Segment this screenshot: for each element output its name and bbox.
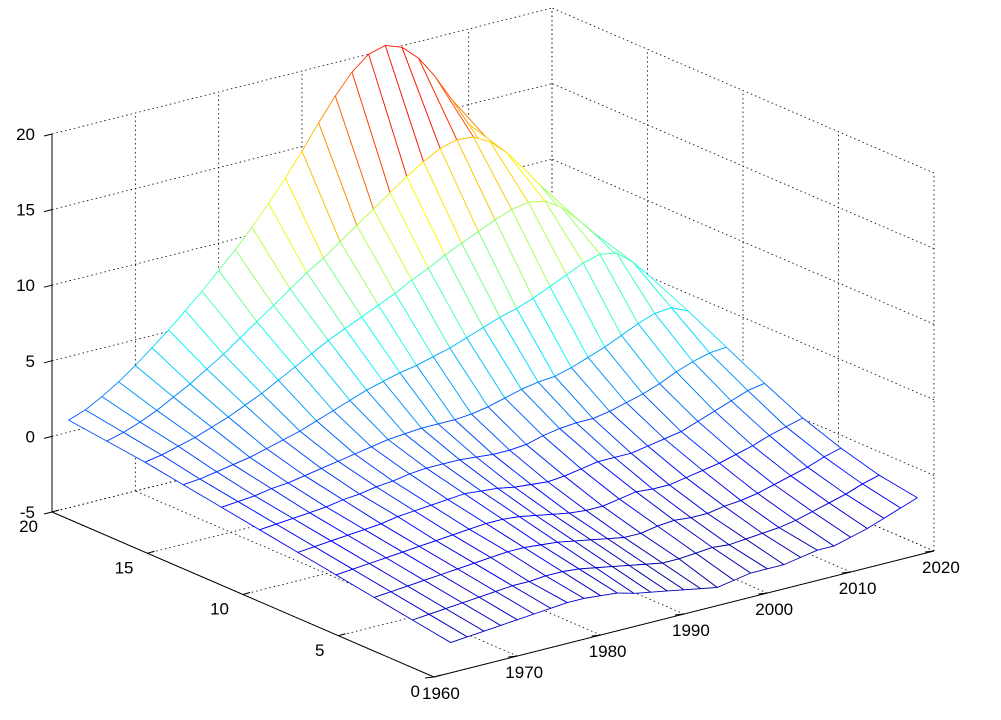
x-tick-label: 2000: [755, 600, 793, 619]
axes: [43, 133, 935, 679]
grid-line: [551, 158, 935, 325]
x-tick-label: 2020: [922, 558, 960, 577]
z-tick-label: 20: [16, 125, 35, 144]
grid-line: [551, 83, 935, 249]
x-tick-mark: [674, 613, 685, 616]
y-tick-label: 5: [315, 641, 324, 660]
surface-mesh: [68, 45, 918, 644]
z-tick-label: -5: [20, 503, 35, 522]
y-tick-label: 10: [210, 600, 229, 619]
y-tick-label: 15: [115, 558, 134, 577]
x-tick-mark: [424, 676, 435, 679]
x-tick-mark: [841, 571, 851, 574]
x-tick-mark: [591, 634, 601, 637]
z-tick-mark: [43, 209, 53, 213]
x-tick-mark: [758, 592, 768, 595]
tick-labels: 196019701980199020002010202005101520-505…: [16, 125, 960, 703]
y-tick-mark: [147, 550, 155, 554]
y-tick-mark: [242, 592, 251, 595]
z-tick-label: 0: [26, 427, 35, 446]
z-tick-label: 10: [16, 276, 35, 295]
x-tick-label: 1970: [505, 663, 543, 682]
y-tick-mark: [433, 674, 442, 678]
z-tick-mark: [43, 284, 53, 288]
x-tick-mark: [924, 550, 935, 553]
z-tick-mark: [43, 511, 53, 515]
z-tick-mark: [43, 360, 53, 364]
y-tick-mark: [51, 509, 60, 513]
y-tick-mark: [338, 633, 346, 637]
x-tick-label: 1990: [672, 621, 710, 640]
grid-line: [51, 7, 553, 135]
x-tick-label: 1960: [422, 684, 460, 703]
y-tick-label: 20: [19, 517, 38, 536]
x-tick-label: 2010: [839, 579, 877, 598]
grid-line: [551, 7, 935, 174]
surface-cell: [862, 474, 918, 509]
z-tick-mark: [43, 435, 53, 439]
z-tick-mark: [43, 133, 53, 137]
z-tick-label: 5: [26, 352, 35, 371]
x-tick-mark: [508, 655, 518, 658]
z-tick-label: 15: [16, 201, 35, 220]
x-tick-label: 1980: [589, 642, 627, 661]
y-tick-label: 0: [411, 682, 420, 701]
grid-line: [51, 83, 553, 210]
